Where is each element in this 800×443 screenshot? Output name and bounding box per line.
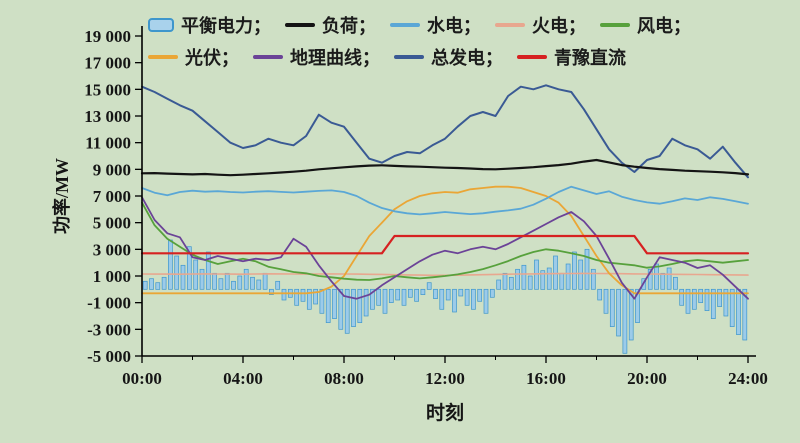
y-tick-label: 5 000 [93,214,131,233]
legend-swatch-geo-curve [253,55,283,59]
legend-swatch-qingyu-dc [517,55,547,59]
x-tick-label: 12:00 [425,369,465,388]
x-tick-label: 04:00 [223,369,263,388]
series-balancing-power-bars [142,239,748,354]
legend-item-wind: 风电； [600,12,691,38]
legend-item-load: 负荷； [285,12,376,38]
legend-label-hydro: 水电； [427,16,481,36]
y-tick-label: 9 000 [93,160,131,179]
legend-label-geo-curve: 地理曲线； [290,48,380,68]
legend-swatch-load [285,23,315,27]
series-wind-line [141,201,749,281]
legend-item-geo-curve: 地理曲线； [253,44,380,70]
y-tick-label: 15 000 [84,80,131,99]
y-tick-label: -1 000 [87,294,131,313]
legend-label-total-generation: 总发电； [431,48,503,68]
legend-label-qingyu-dc: 青豫直流 [554,48,626,68]
legend-label-wind: 风电； [637,16,691,36]
legend-label-thermal: 火电； [532,16,586,36]
axes [141,26,756,357]
legend-label-balancing-power: 平衡电力； [181,16,271,36]
legend-row-2: 光伏； 地理曲线； 总发电； 青豫直流 [148,44,626,70]
series-geo-curve-line [141,196,749,300]
y-tick-label: 11 000 [85,134,131,153]
series-qingyu-dc-line [140,234,750,255]
series-total-generation-line [141,84,749,179]
y-axis-title: 功率/MW [52,158,72,234]
y-tick-label: 3 000 [93,240,131,259]
series-hydro-line [141,185,749,216]
x-tick-label: 16:00 [526,369,566,388]
legend-item-qingyu-dc: 青豫直流 [517,44,626,70]
y-tick-label: 7 000 [93,187,131,206]
legend-item-pv: 光伏； [148,44,239,70]
y-tick-label: 1 000 [93,267,131,286]
legend-swatch-thermal [495,23,525,27]
legend-swatch-pv [148,55,178,59]
legend-item-hydro: 水电； [390,12,481,38]
y-tick-label: -5 000 [87,347,131,366]
legend-swatch-hydro [390,23,420,27]
legend-item-total-generation: 总发电； [394,44,503,70]
y-tick-label: 19 000 [84,27,131,46]
legend-swatch-wind [600,23,630,27]
legend-label-pv: 光伏； [185,48,239,68]
tick-labels: 19 000 17 000 15 000 13 000 11 000 9 000 7 000… [84,27,768,388]
legend-row-1: 平衡电力； 负荷； 水电； 火电； 风电； [148,12,691,38]
y-tick-label: -3 000 [87,320,131,339]
x-tick-label: 24:00 [728,369,768,388]
series-pv-line [141,185,749,295]
legend-item-balancing-power: 平衡电力； [148,12,271,38]
legend-item-thermal: 火电； [495,12,586,38]
series-load-line [140,158,750,177]
y-tick-label: 17 000 [84,54,131,73]
legend-swatch-total-generation [394,55,424,59]
legend-label-load: 负荷； [322,16,376,36]
x-tick-label: 00:00 [122,369,162,388]
x-axis-title: 时刻 [425,403,464,424]
legend-swatch-balancing-power [148,18,174,32]
x-tick-label: 08:00 [324,369,364,388]
x-tick-label: 20:00 [627,369,667,388]
y-tick-label: 13 000 [84,107,131,126]
